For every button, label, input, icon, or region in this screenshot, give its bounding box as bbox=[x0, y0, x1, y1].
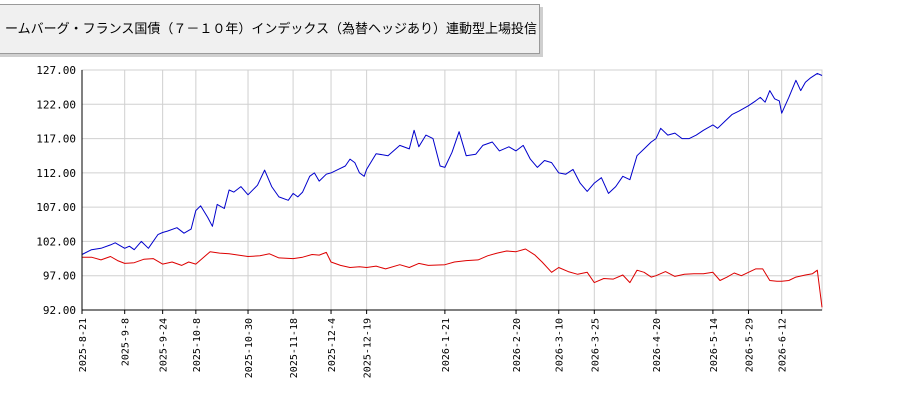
y-tick-label: 127.00 bbox=[36, 64, 76, 77]
series-line-2 bbox=[82, 248, 823, 308]
y-tick-label: 117.00 bbox=[36, 133, 76, 146]
chart-title-box: ームバーグ・フランス国債（７－１０年）インデックス（為替ヘッジあり）連動型上場投… bbox=[0, 4, 540, 54]
series-layer bbox=[81, 72, 823, 308]
x-tick-label: 2025-9-8 bbox=[121, 318, 132, 366]
x-tick-label: 2026-5-14 bbox=[709, 318, 720, 372]
x-tick-label: 2026-3-10 bbox=[555, 318, 566, 372]
x-tick-label: 2025-10-30 bbox=[244, 318, 255, 378]
x-tick-label: 2026-3-25 bbox=[590, 318, 601, 372]
x-tick-label: 2025-12-4 bbox=[327, 318, 338, 372]
chart-title: ームバーグ・フランス国債（７－１０年）インデックス（為替ヘッジあり）連動型上場投… bbox=[5, 22, 537, 37]
x-tick-label: 2025-8-21 bbox=[78, 318, 89, 372]
y-tick-label: 97.00 bbox=[43, 270, 76, 283]
x-tick-label: 2025-11-18 bbox=[289, 318, 300, 378]
plot-area bbox=[81, 69, 823, 311]
x-tick-label: 2026-5-29 bbox=[744, 318, 755, 372]
x-tick-label: 2025-12-19 bbox=[363, 318, 374, 378]
x-tick-label: 2026-2-20 bbox=[512, 318, 523, 372]
x-tick-label: 2026-1-21 bbox=[441, 318, 452, 372]
y-tick-label: 102.00 bbox=[36, 235, 76, 248]
y-tick-label: 92.00 bbox=[43, 304, 76, 317]
y-tick-label: 112.00 bbox=[36, 167, 76, 180]
x-tick-label: 2025-10-8 bbox=[192, 318, 203, 372]
y-tick-label: 107.00 bbox=[36, 201, 76, 214]
x-tick-label: 2025-9-24 bbox=[159, 318, 170, 372]
x-tick-label: 2026-4-20 bbox=[652, 318, 663, 372]
y-tick-label: 122.00 bbox=[36, 98, 76, 111]
x-tick-label: 2026-6-12 bbox=[778, 318, 789, 372]
grid-layer bbox=[81, 69, 823, 311]
axis-layer: 127.00 122.00 117.00 112.00 107.00 102.00 97.0… bbox=[36, 64, 822, 378]
series-line-1 bbox=[81, 72, 823, 255]
